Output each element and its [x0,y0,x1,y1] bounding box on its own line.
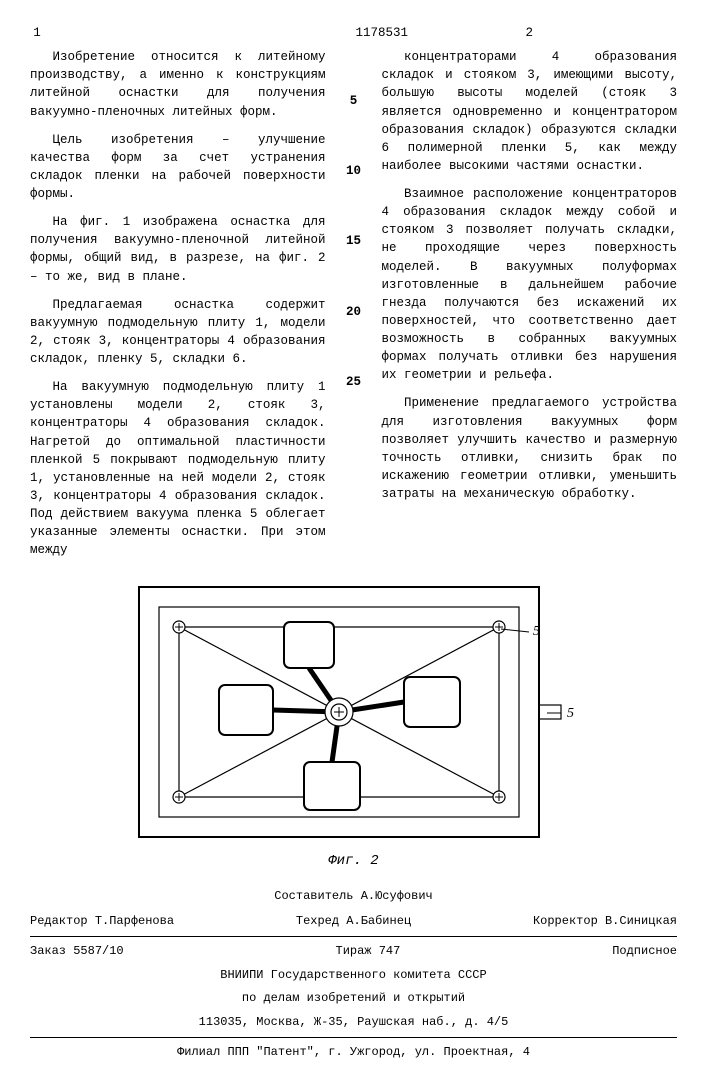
body-columns: Изобретение относится к литейному произв… [30,48,677,569]
compiler-name: А.Юсуфович [361,889,433,903]
paragraph: Применение предлагаемого устройства для … [382,394,678,503]
paragraph: Предлагаемая оснастка содержит вакуумную… [30,296,326,369]
svg-text:5: 5 [567,706,574,721]
branch-line: Филиал ППП "Патент", г. Ужгород, ул. Про… [30,1044,677,1061]
tirazh-label: Тираж [336,944,372,958]
figure-caption: Фиг. 2 [30,851,677,871]
paragraph: На вакуумную подмодельную плиту 1 устано… [30,378,326,559]
order-label: Заказ [30,944,66,958]
compiler-label: Составитель [274,889,353,903]
org-line-2: по делам изобретений и открытий [30,990,677,1007]
corrector-label: Корректор [533,914,598,928]
patent-number: 1178531 [356,24,374,42]
col-num-right: 2 [382,24,678,42]
org-address: 113035, Москва, Ж-35, Раушская наб., д. … [30,1014,677,1031]
paragraph: На фиг. 1 изображена оснастка для получе… [30,213,326,286]
editor-name: Т.Парфенова [95,914,174,928]
left-column: Изобретение относится к литейному произв… [30,48,326,569]
tirazh-value: 747 [379,944,401,958]
figure-2: 55 Фиг. 2 [30,577,677,871]
order-value: 5587/10 [73,944,123,958]
line-number: 15 [346,232,361,250]
figure-svg: 55 [129,577,579,847]
editor-label: Редактор [30,914,88,928]
svg-text:5: 5 [533,624,540,639]
right-column: концентраторами 4 образования складок и … [382,48,678,569]
tech-name: А.Бабинец [346,914,411,928]
paragraph: Взаимное расположение концентраторов 4 о… [382,185,678,384]
tech-label: Техред [296,914,339,928]
line-number: 25 [346,373,361,391]
line-number: 10 [346,162,361,180]
footer: Составитель А.Юсуфович Редактор Т.Парфен… [30,888,677,1062]
line-number: 5 [350,92,358,110]
org-line-1: ВНИИПИ Государственного комитета СССР [30,967,677,984]
line-number: 20 [346,303,361,321]
corrector-name: В.Синицкая [605,914,677,928]
subscription: Подписное [612,943,677,960]
line-markers: 5 10 15 20 25 [344,48,364,569]
paragraph: концентраторами 4 образования складок и … [382,48,678,175]
col-num-left: 1 [30,24,44,42]
paragraph: Изобретение относится к литейному произв… [30,48,326,121]
paragraph: Цель изобретения – улучшение качества фо… [30,131,326,204]
